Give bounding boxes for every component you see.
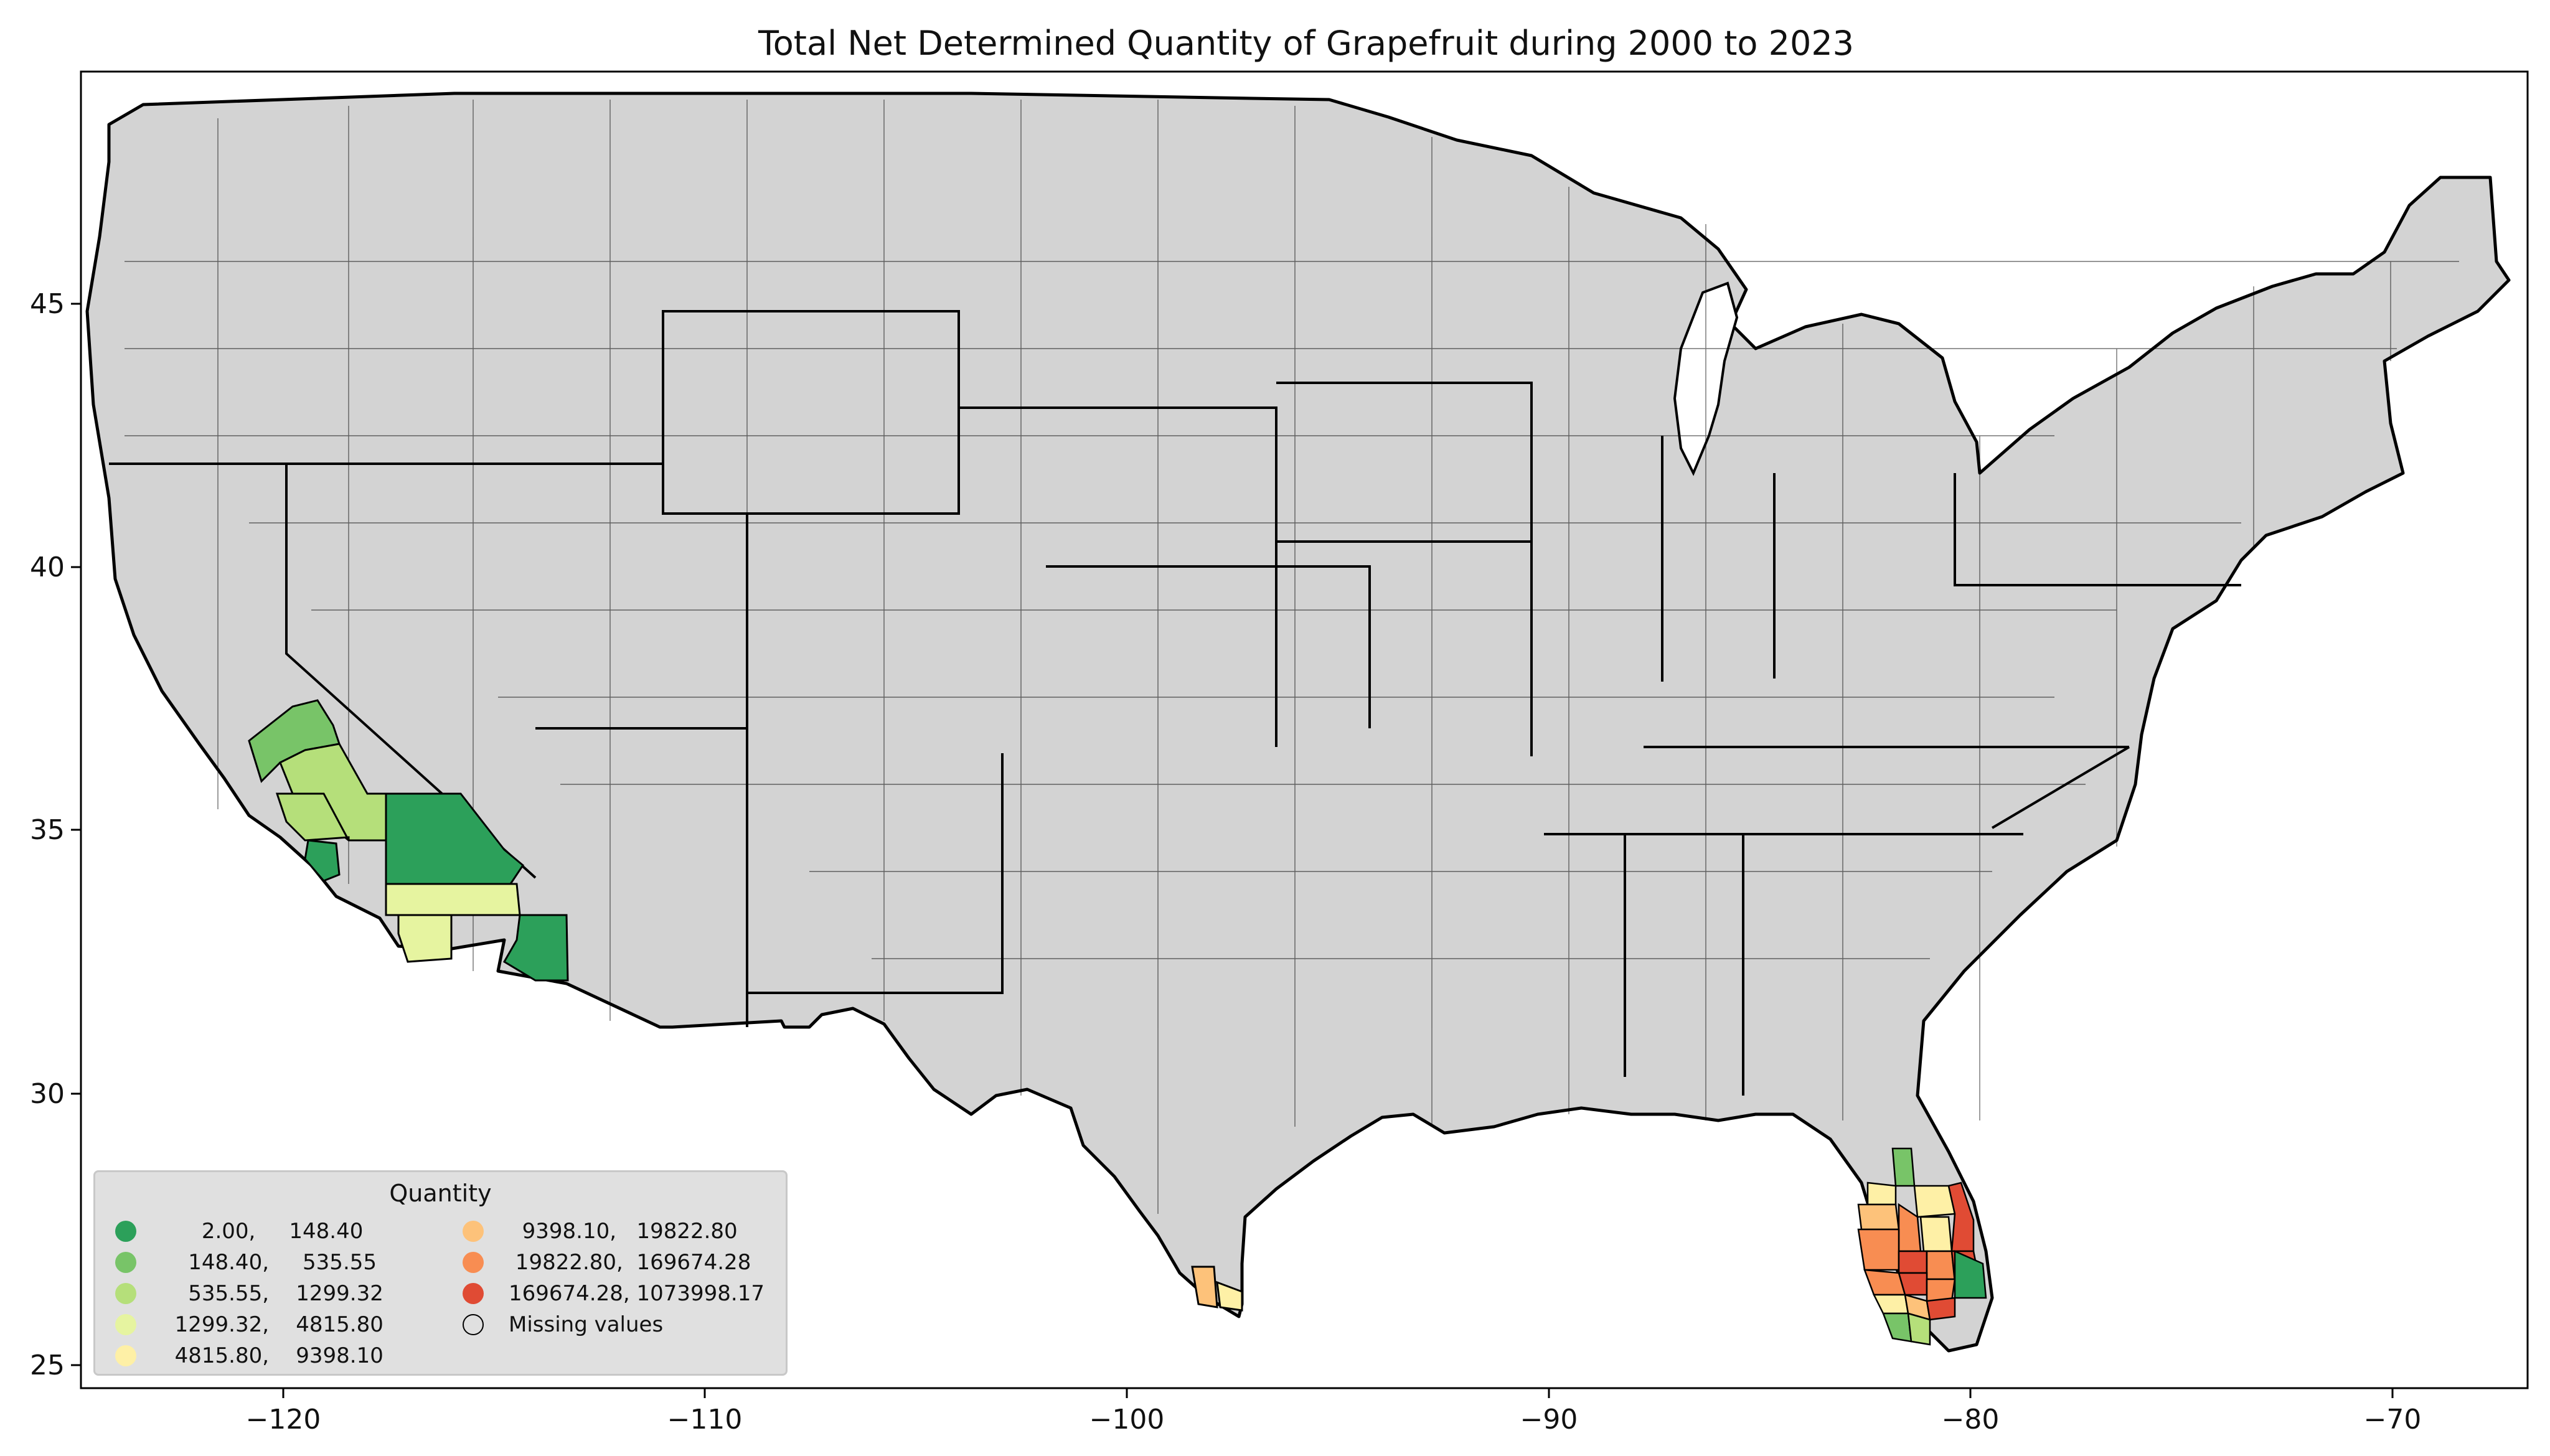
legend-swatch (115, 1252, 136, 1273)
state-boundaries (109, 310, 2241, 1096)
county-fl-lake (1891, 1147, 1916, 1187)
county-fl-manatee (1857, 1228, 1900, 1271)
y-tick-label: 35 (30, 814, 65, 846)
county-fl-orange (1913, 1185, 1956, 1218)
y-tick-label: 25 (30, 1350, 65, 1381)
legend-swatch (463, 1283, 484, 1304)
legend: Quantity 2.00, 148.40 148.40, 535.55 535… (93, 1170, 788, 1376)
legend-swatch-missing (463, 1314, 484, 1335)
legend-label: Missing values (509, 1312, 664, 1337)
x-tick-label: −90 (1520, 1404, 1578, 1435)
legend-label: 1299.32, 4815.80 (161, 1312, 383, 1337)
legend-swatch (115, 1283, 136, 1304)
county-ca-sandiego (397, 914, 453, 963)
california-counties (248, 699, 524, 963)
x-tick-label: −120 (246, 1404, 321, 1435)
legend-label: 4815.80, 9398.10 (161, 1343, 383, 1368)
county-fl-hernando (1866, 1181, 1897, 1206)
county-tx-hidalgo (1191, 1266, 1218, 1308)
legend-title: Quantity (389, 1180, 492, 1207)
county-ca-kern-west (275, 792, 350, 842)
x-tick-label: −80 (1942, 1404, 2000, 1435)
map-title: Total Net Determined Quantity of Grapefr… (758, 24, 1854, 63)
county-ca-riverside (385, 883, 521, 916)
x-tick-label: −100 (1089, 1404, 1165, 1435)
county-ca-fresno-kern (279, 743, 387, 842)
legend-label: 535.55, 1299.32 (161, 1281, 383, 1306)
county-ca-ventura (304, 839, 341, 882)
county-fl-osceola (1919, 1216, 1953, 1252)
legend-item: 148.40, 535.55 (115, 1247, 383, 1278)
county-fl-hendry (1907, 1312, 1931, 1346)
x-tick-label: −70 (2364, 1404, 2422, 1435)
legend-swatch (115, 1345, 136, 1366)
legend-label: 169674.28, 1073998.17 (509, 1281, 765, 1306)
county-fl-martin (1926, 1297, 1956, 1321)
x-axis (282, 1388, 2394, 1398)
legend-item: 2.00, 148.40 (115, 1216, 383, 1247)
legend-item: 1299.32, 4815.80 (115, 1309, 383, 1340)
legend-swatch (463, 1252, 484, 1273)
county-fl-stlucie (1954, 1250, 1987, 1299)
legend-item: 19822.80, 169674.28 (463, 1247, 765, 1278)
y-tick-label: 30 (30, 1078, 65, 1110)
legend-item: 4815.80, 9398.10 (115, 1340, 383, 1371)
legend-item: 9398.10, 19822.80 (463, 1216, 765, 1247)
florida-counties (1857, 1147, 1987, 1346)
legend-label: 2.00, 148.40 (161, 1219, 364, 1244)
y-axis (71, 303, 81, 1366)
legend-column-right: 9398.10, 19822.80 19822.80, 169674.28 16… (463, 1216, 765, 1340)
county-fl-hardee (1898, 1250, 1928, 1274)
county-fl-pasco (1857, 1203, 1900, 1231)
legend-swatch (115, 1314, 136, 1335)
legend-item: Missing values (463, 1309, 765, 1340)
legend-swatch (463, 1221, 484, 1242)
legend-column-left: 2.00, 148.40 148.40, 535.55 535.55, 1299… (115, 1216, 383, 1371)
y-tick-label: 45 (30, 288, 65, 320)
county-tx-cameron (1216, 1280, 1243, 1312)
county-az-yuma (502, 914, 569, 982)
legend-swatch (115, 1221, 136, 1242)
legend-label: 148.40, 535.55 (161, 1250, 377, 1275)
texas-counties (1191, 1266, 1243, 1312)
x-tick-label: −110 (667, 1404, 743, 1435)
legend-label: 19822.80, 169674.28 (509, 1250, 751, 1275)
county-fl-highlands (1926, 1250, 1956, 1280)
legend-item: 535.55, 1299.32 (115, 1278, 383, 1309)
legend-item: 169674.28, 1073998.17 (463, 1278, 765, 1309)
y-tick-label: 40 (30, 552, 65, 583)
legend-label: 9398.10, 19822.80 (509, 1219, 738, 1244)
